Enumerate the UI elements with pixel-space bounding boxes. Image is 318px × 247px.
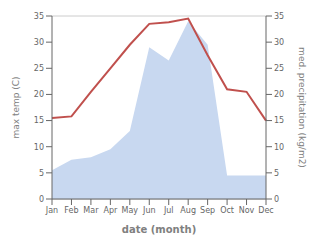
svg-text:10: 10 [34,143,44,152]
svg-text:0: 0 [274,195,279,204]
svg-text:Oct: Oct [220,206,234,215]
svg-text:20: 20 [34,90,44,99]
svg-text:25: 25 [274,64,284,73]
svg-text:Aug: Aug [180,206,196,215]
svg-text:20: 20 [274,90,284,99]
svg-text:May: May [122,206,139,215]
svg-text:Sep: Sep [200,206,215,215]
svg-text:Mar: Mar [83,206,99,215]
svg-text:10: 10 [274,143,284,152]
svg-text:Nov: Nov [239,206,255,215]
svg-text:Jun: Jun [142,206,156,215]
svg-text:Feb: Feb [64,206,78,215]
svg-text:15: 15 [34,116,44,125]
svg-text:15: 15 [274,116,284,125]
svg-text:Dec: Dec [258,206,273,215]
svg-text:35: 35 [274,12,284,21]
svg-text:30: 30 [274,38,284,47]
svg-text:Jul: Jul [163,206,174,215]
svg-text:5: 5 [39,169,44,178]
svg-text:date (month): date (month) [122,224,196,235]
svg-text:5: 5 [274,169,279,178]
svg-text:Jan: Jan [45,206,58,215]
svg-text:Apr: Apr [103,206,118,215]
svg-text:30: 30 [34,38,44,47]
svg-text:35: 35 [34,12,44,21]
svg-text:med. precipitation (kg/m2): med. precipitation (kg/m2) [297,47,307,168]
svg-text:0: 0 [39,195,44,204]
svg-text:25: 25 [34,64,44,73]
svg-text:max temp (C): max temp (C) [11,76,21,138]
